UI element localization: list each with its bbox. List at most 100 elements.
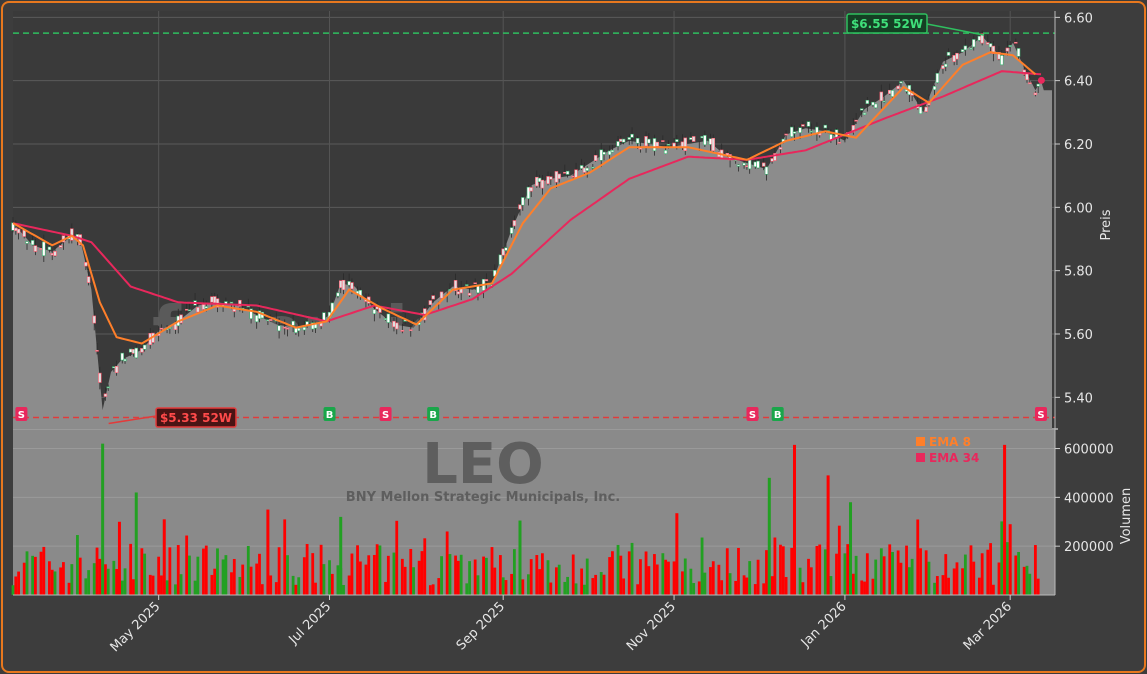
volume-bar bbox=[1000, 521, 1004, 595]
volume-bar bbox=[725, 548, 729, 595]
candle-body bbox=[498, 254, 503, 265]
candle-body bbox=[988, 43, 993, 48]
volume-bar bbox=[986, 549, 990, 595]
volume-bar bbox=[863, 581, 866, 595]
candle-body bbox=[663, 150, 668, 154]
candle-body bbox=[969, 47, 973, 50]
volume-bar bbox=[602, 574, 606, 595]
candle-body bbox=[574, 169, 578, 178]
volume-bar bbox=[823, 549, 827, 595]
candle-body bbox=[268, 319, 273, 321]
volume-bar bbox=[358, 561, 362, 595]
candle-body bbox=[439, 291, 444, 299]
volume-bar-peak bbox=[117, 521, 121, 595]
volume-bar bbox=[372, 554, 376, 595]
price-tick-label: 6.00 bbox=[1064, 201, 1093, 216]
candle-body bbox=[341, 279, 346, 291]
volume-bar bbox=[431, 584, 435, 595]
volume-bar bbox=[765, 550, 768, 595]
candle-body bbox=[647, 138, 651, 144]
volume-bar bbox=[980, 553, 984, 595]
volume-bar bbox=[148, 574, 152, 595]
candle-body bbox=[736, 164, 741, 167]
candle-body bbox=[159, 327, 164, 330]
volume-bar bbox=[798, 567, 802, 595]
volume-bar bbox=[364, 564, 368, 595]
candle-body bbox=[888, 89, 892, 95]
volume-bar bbox=[476, 575, 480, 595]
candle-body bbox=[789, 126, 794, 138]
candle-body bbox=[944, 63, 948, 68]
candle-body bbox=[210, 296, 214, 303]
time-tick-label: Nov 2025 bbox=[624, 599, 679, 654]
candle-body bbox=[619, 138, 623, 142]
volume-bar bbox=[504, 580, 508, 595]
candle-body bbox=[140, 348, 144, 353]
legend-swatch-ema8 bbox=[916, 437, 925, 446]
candle-body bbox=[322, 312, 326, 321]
volume-bar bbox=[728, 573, 732, 595]
volume-bar bbox=[952, 568, 956, 595]
volume-bar bbox=[305, 543, 309, 595]
candle-body bbox=[1036, 83, 1040, 87]
candle-body bbox=[112, 366, 116, 369]
candle-body bbox=[991, 45, 996, 54]
candle-body bbox=[854, 119, 858, 122]
candle-body bbox=[635, 138, 640, 144]
volume-bar bbox=[294, 584, 298, 595]
volume-bar bbox=[969, 545, 973, 595]
volume-bar bbox=[493, 567, 497, 595]
volume-bar bbox=[521, 579, 525, 595]
sell-signal bbox=[1034, 407, 1047, 421]
candle-body bbox=[187, 309, 192, 312]
candle-body bbox=[372, 309, 377, 315]
volume-bar bbox=[644, 551, 648, 595]
volume-bar bbox=[1036, 578, 1040, 595]
volume-bar bbox=[879, 548, 883, 595]
volume-bar bbox=[571, 554, 575, 595]
candle-body bbox=[941, 65, 945, 69]
volume-bar bbox=[1025, 565, 1029, 595]
signal-label: S bbox=[1037, 410, 1044, 421]
volume-bar bbox=[322, 564, 326, 595]
volume-bar bbox=[622, 578, 626, 595]
volume-bar bbox=[989, 543, 992, 595]
candle-body bbox=[689, 137, 693, 140]
volume-bar bbox=[350, 553, 354, 595]
buy-signal bbox=[323, 407, 336, 421]
candle-body bbox=[1033, 92, 1038, 96]
buy-signal bbox=[771, 407, 784, 421]
volume-bar bbox=[185, 535, 189, 595]
volume-bar bbox=[773, 537, 777, 595]
volume-bar bbox=[123, 568, 127, 595]
volume-bar bbox=[546, 560, 550, 595]
candle-body bbox=[963, 45, 968, 51]
volume-bar bbox=[748, 561, 752, 595]
candle-body bbox=[1028, 82, 1032, 85]
candle-body bbox=[882, 100, 886, 103]
candle-body bbox=[703, 135, 707, 146]
company-watermark: BNY Mellon Strategic Municipals, Inc. bbox=[346, 490, 620, 505]
candle-body bbox=[453, 280, 458, 292]
candle-body bbox=[770, 158, 774, 162]
volume-bar bbox=[770, 576, 774, 595]
volume-bar bbox=[580, 568, 584, 595]
candle-body bbox=[711, 137, 715, 152]
volume-bar bbox=[14, 576, 18, 595]
signal-label: B bbox=[326, 410, 334, 421]
candle-body bbox=[1005, 47, 1010, 52]
volume-bar bbox=[997, 562, 1001, 595]
candle-body bbox=[591, 166, 595, 169]
volume-bar bbox=[639, 559, 642, 595]
volume-bar bbox=[210, 574, 214, 595]
candle-body bbox=[123, 358, 127, 362]
candle-body bbox=[593, 155, 598, 162]
volume-bar bbox=[899, 562, 903, 595]
volume-bar bbox=[140, 548, 144, 595]
candle-body bbox=[801, 124, 805, 127]
volume-bar bbox=[661, 553, 665, 595]
time-tick-label: Jan 2026 bbox=[798, 599, 850, 651]
volume-bar bbox=[711, 561, 715, 595]
volume-bar bbox=[779, 544, 782, 595]
volume-bar bbox=[448, 554, 452, 595]
